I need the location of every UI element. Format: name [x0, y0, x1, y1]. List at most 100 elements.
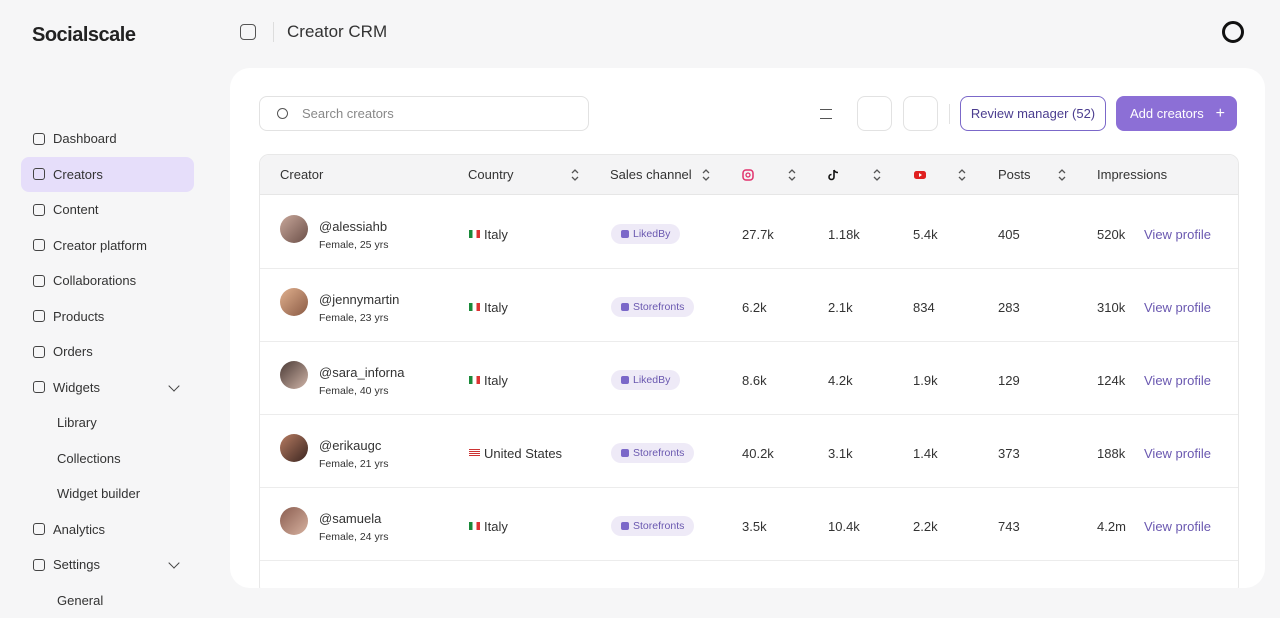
sort-icon[interactable]	[702, 168, 710, 181]
sort-icon[interactable]	[873, 168, 881, 181]
separator	[273, 22, 274, 42]
country-flag	[469, 303, 480, 311]
sort-icon[interactable]	[1058, 168, 1066, 181]
nav-item[interactable]: Collections	[21, 441, 194, 476]
creators-table: Creator Country Sales channel Posts Impressi…	[259, 154, 1239, 588]
review-manager-button[interactable]: Review manager (52)	[960, 96, 1106, 131]
youtube-followers: 5.4k	[913, 227, 938, 242]
nav-icon	[33, 203, 45, 216]
page: Socialscale Creator CRM Dashboard Creator…	[0, 0, 1280, 564]
view-profile-link[interactable]: View profile	[1144, 227, 1211, 242]
youtube-followers: 1.9k	[913, 373, 938, 388]
country: Italy	[484, 227, 508, 242]
nav-item[interactable]: Library	[21, 405, 194, 440]
nav-item[interactable]: Products	[21, 299, 194, 334]
nav-item[interactable]: Settings	[21, 547, 194, 582]
tiktok-followers: 4.2k	[828, 373, 853, 388]
nav-item[interactable]: Collaborations	[21, 263, 194, 298]
sales-channel: LikedBy	[611, 370, 681, 390]
view-profile-link[interactable]: View profile	[1144, 519, 1211, 534]
nav-label: Widget builder	[57, 486, 141, 501]
table-row: @sara_inforna Female, 40 yrs Italy LikedBy 8…	[260, 341, 1238, 415]
nav-label: Library	[57, 415, 97, 430]
creator-handle[interactable]: @jennymartin	[319, 292, 400, 307]
nav-icon	[33, 168, 45, 180]
impressions: 310k	[1097, 300, 1126, 315]
country-flag	[469, 230, 480, 238]
instagram-followers: 8.6k	[742, 373, 767, 388]
nav-item[interactable]: Widget builder	[21, 476, 194, 511]
column-header: Creator	[280, 167, 324, 182]
creator-meta: Female, 21 yrs	[319, 458, 389, 470]
nav-item[interactable]: Creators	[21, 156, 194, 192]
nav-label: Orders	[53, 344, 93, 359]
nav-item[interactable]: Dashboard	[21, 121, 194, 156]
store-button[interactable]	[903, 96, 938, 131]
nav-label: Dashboard	[53, 131, 117, 146]
impressions: 4.2m	[1097, 519, 1126, 534]
nav-item[interactable]: Content	[21, 192, 194, 227]
creator-handle[interactable]: @sara_inforna	[319, 365, 405, 380]
nav-label: Creators	[53, 166, 103, 182]
country-flag	[469, 449, 480, 457]
youtube-icon	[914, 168, 926, 180]
table-row: @jennymartin Female, 23 yrs Italy Storefron…	[260, 268, 1238, 342]
tiktok-icon	[828, 168, 840, 181]
sales-channel: Storefronts	[611, 516, 695, 536]
impressions: 124k	[1097, 373, 1126, 388]
posts: 373	[998, 446, 1020, 461]
nav-icon	[33, 132, 45, 145]
nav-icon	[33, 381, 45, 393]
view-profile-link[interactable]: View profile	[1144, 300, 1211, 315]
tiktok-followers: 1.18k	[828, 227, 860, 242]
nav-label: Settings	[53, 557, 100, 572]
tiktok-followers: 3.1k	[828, 446, 853, 461]
creator-meta: Female, 40 yrs	[319, 385, 389, 397]
instagram-followers: 6.2k	[742, 300, 767, 315]
avatar	[280, 361, 308, 389]
channel-button[interactable]	[857, 96, 892, 131]
view-profile-link[interactable]: View profile	[1144, 446, 1211, 461]
add-creators-button[interactable]: Add creators	[1116, 96, 1237, 131]
sales-channel: LikedBy	[611, 224, 681, 244]
separator	[949, 104, 950, 124]
avatar	[280, 215, 308, 243]
nav-item[interactable]: Analytics	[21, 512, 194, 547]
instagram-followers: 3.5k	[742, 519, 767, 534]
creator-handle[interactable]: @samuela	[319, 511, 382, 526]
table-row: @erikaugc Female, 21 yrs United States Stor…	[260, 414, 1238, 488]
table-header: Creator Country Sales channel Posts Impressi…	[260, 155, 1238, 195]
nav-icon	[33, 310, 45, 322]
page-title: Creator CRM	[287, 22, 388, 41]
tiktok-followers: 2.1k	[828, 300, 853, 315]
country: Italy	[484, 373, 508, 388]
creator-meta: Female, 25 yrs	[319, 239, 389, 251]
nav-item[interactable]: Orders	[21, 334, 194, 369]
nav-label: Widgets	[53, 379, 100, 395]
brand[interactable]: Socialscale	[32, 24, 136, 46]
avatar	[280, 288, 308, 316]
sort-icon[interactable]	[788, 168, 796, 181]
nav-label: Collaborations	[53, 273, 137, 288]
nav-label: General	[57, 592, 104, 608]
impressions: 188k	[1097, 446, 1126, 461]
filter-button[interactable]	[820, 109, 832, 119]
avatar	[280, 507, 308, 535]
nav-item[interactable]: Widgets	[21, 370, 194, 405]
sort-icon[interactable]	[958, 168, 966, 181]
column-header: Posts	[998, 167, 1031, 182]
nav-item[interactable]: Creator platform	[21, 228, 194, 263]
country-flag	[469, 522, 480, 530]
sort-icon[interactable]	[571, 168, 579, 181]
creator-handle[interactable]: @erikaugc	[319, 438, 382, 453]
search-input[interactable]: Search creators	[259, 96, 589, 131]
youtube-followers: 2.2k	[913, 519, 938, 534]
user-logo[interactable]	[1222, 21, 1244, 43]
sidebar-toggle[interactable]	[240, 24, 256, 40]
creator-handle[interactable]: @alessiahb	[319, 219, 388, 234]
chevron	[168, 557, 180, 569]
nav-icon	[33, 345, 45, 358]
view-profile-link[interactable]: View profile	[1144, 373, 1211, 388]
nav-item[interactable]: General	[21, 583, 194, 618]
nav-icon	[33, 239, 45, 251]
